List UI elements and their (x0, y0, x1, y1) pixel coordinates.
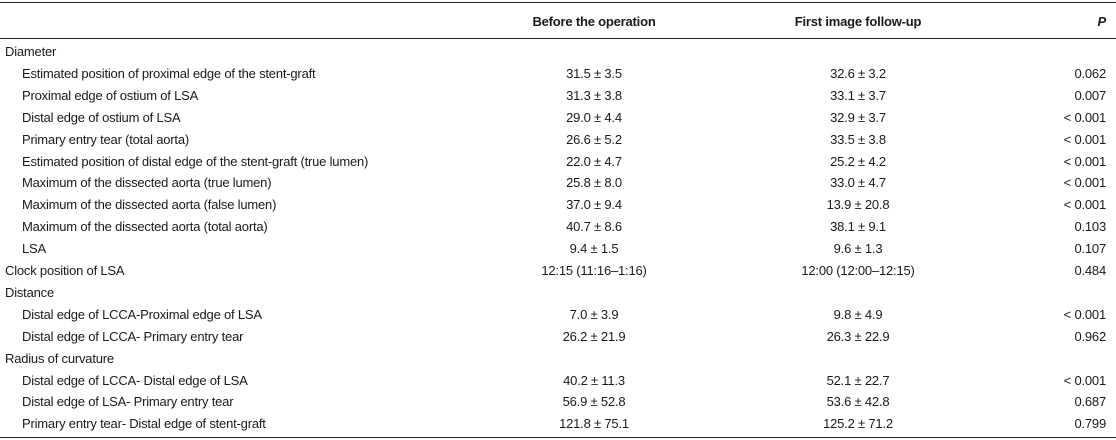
value-cell: 25.8 ± 8.0 (566, 175, 622, 191)
value-cell: 31.3 ± 3.8 (566, 87, 622, 103)
value-cell: 31.5 ± 3.5 (566, 65, 622, 81)
section-label: Distance (5, 284, 54, 300)
value-cell: 12:15 (11:16–1:16) (541, 263, 647, 278)
value-cell: 32.9 ± 3.7 (830, 109, 886, 125)
value-cell: 56.9 ± 52.8 (562, 394, 626, 410)
value-cell: 26.2 ± 21.9 (562, 328, 626, 344)
p-value-cell: < 0.001 (1063, 175, 1107, 191)
value-cell: 26.6 ± 5.2 (566, 131, 622, 147)
p-value-cell: 0.799 (1074, 416, 1106, 432)
row-label: Distal edge of LCCA- Primary entry tear (22, 328, 244, 344)
section-label: Clock position of LSA (5, 263, 125, 278)
p-value-cell: 0.687 (1074, 394, 1106, 410)
p-value-cell: < 0.001 (1063, 153, 1107, 169)
p-value-cell: 0.962 (1074, 328, 1106, 344)
row-label: Distal edge of LCCA-Proximal edge of LSA (22, 306, 262, 322)
row-label: Maximum of the dissected aorta (total ao… (22, 219, 268, 235)
row-label: Estimated position of proximal edge of t… (22, 65, 316, 81)
row-label: Distal edge of LSA- Primary entry tear (22, 394, 234, 410)
value-cell: 33.5 ± 3.8 (830, 131, 886, 147)
value-cell: 121.8 ± 75.1 (559, 416, 629, 432)
row-label: Estimated position of distal edge of the… (22, 153, 369, 169)
value-cell: 7.0 ± 3.9 (569, 306, 619, 322)
row-label: Primary entry tear- Distal edge of stent… (22, 416, 266, 432)
value-cell: 26.3 ± 22.9 (826, 328, 890, 344)
value-cell: 32.6 ± 3.2 (830, 65, 886, 81)
row-label: Distal edge of ostium of LSA (22, 109, 181, 125)
value-cell: 29.0 ± 4.4 (566, 109, 622, 125)
row-label: Distal edge of LCCA- Distal edge of LSA (22, 372, 248, 388)
row-label: LSA (22, 241, 46, 257)
value-cell: 38.1 ± 9.1 (830, 219, 886, 235)
p-value-cell: 0.103 (1074, 219, 1106, 235)
p-value-cell: < 0.001 (1063, 372, 1107, 388)
value-cell: 22.0 ± 4.7 (566, 153, 622, 169)
row-label: Maximum of the dissected aorta (true lum… (22, 175, 272, 191)
header-cell: First image follow-up (794, 14, 922, 29)
p-value-cell: < 0.001 (1063, 109, 1107, 125)
p-value-cell: < 0.001 (1063, 306, 1107, 322)
p-value-cell: < 0.001 (1063, 131, 1107, 147)
value-cell: 52.1 ± 22.7 (826, 372, 890, 388)
p-value-cell: 0.484 (1074, 263, 1106, 278)
value-cell: 12:00 (12:00–12:15) (801, 263, 915, 278)
value-cell: 33.0 ± 4.7 (830, 175, 886, 191)
value-cell: 9.4 ± 1.5 (569, 241, 619, 257)
header-cell: P (1097, 14, 1107, 29)
value-cell: 33.1 ± 3.7 (830, 87, 886, 103)
value-cell: 9.8 ± 4.9 (833, 306, 883, 322)
top-rule (0, 2, 1116, 3)
value-cell: 40.2 ± 11.3 (563, 372, 625, 388)
p-value-cell: 0.062 (1074, 65, 1106, 81)
value-cell: 125.2 ± 71.2 (823, 416, 893, 432)
header-cell: Before the operation (532, 14, 656, 29)
row-label: Proximal edge of ostium of LSA (22, 87, 199, 103)
row-label: Maximum of the dissected aorta (false lu… (22, 197, 277, 213)
value-cell: 40.7 ± 8.6 (566, 219, 622, 235)
value-cell: 9.6 ± 1.3 (833, 241, 883, 257)
row-label: Primary entry tear (total aorta) (22, 131, 189, 147)
value-cell: 53.6 ± 42.8 (826, 394, 890, 410)
p-value-cell: < 0.001 (1063, 197, 1107, 213)
bottom-rule (0, 437, 1116, 438)
p-value-cell: 0.007 (1074, 87, 1106, 103)
section-label: Radius of curvature (5, 350, 114, 366)
p-value-cell: 0.107 (1074, 241, 1106, 257)
header-rule (0, 38, 1116, 39)
section-label: Diameter (5, 44, 57, 59)
value-cell: 13.9 ± 20.8 (826, 197, 890, 213)
value-cell: 25.2 ± 4.2 (830, 153, 886, 169)
value-cell: 37.0 ± 9.4 (566, 197, 622, 213)
